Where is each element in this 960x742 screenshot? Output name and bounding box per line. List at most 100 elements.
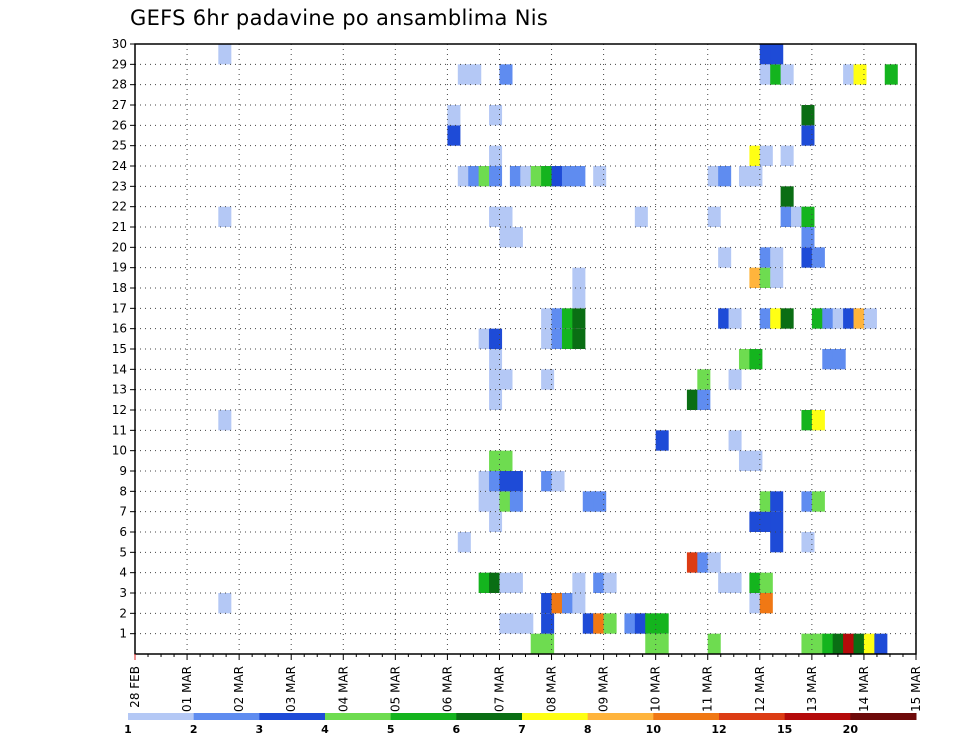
heatmap-cell [218,206,232,227]
heatmap-cell [478,491,492,512]
heatmap-cell [832,308,846,329]
colorbar-segment [587,713,654,720]
heatmap-cell [811,410,825,431]
y-tick-label: 15 [112,342,127,356]
y-tick-label: 21 [112,220,127,234]
heatmap-cell [541,166,555,187]
heatmap-cell [874,633,888,654]
heatmap-cell [489,369,503,390]
heatmap-cell [811,308,825,329]
y-tick-label: 7 [119,505,127,519]
heatmap-cell [634,206,648,227]
heatmap-cell [801,206,815,227]
heatmap-cell [801,633,815,654]
colorbar-segment [784,713,851,720]
heatmap-cell [843,633,857,654]
heatmap-cell [863,308,877,329]
heatmap-cell [853,308,867,329]
heatmap-cell [551,328,565,349]
heatmap-cell [749,145,763,166]
x-tick-label: 08 MAR [545,666,559,712]
heatmap-cell [843,308,857,329]
heatmap-cell [759,44,773,65]
heatmap-cell [780,145,794,166]
heatmap-cell [801,227,815,248]
heatmap-cell [801,532,815,553]
y-tick-label: 4 [119,566,127,580]
heatmap-cell [749,450,763,471]
heatmap-cell [780,186,794,207]
y-tick-label: 3 [119,586,127,600]
y-tick-label: 24 [112,159,127,173]
heatmap-cell [749,593,763,614]
x-tick-label: 14 MAR [857,666,871,712]
colorbar-segment [128,713,195,720]
colorbar-segment [193,713,260,720]
heatmap-cell [791,206,805,227]
heatmap-cell [489,450,503,471]
y-tick-label: 10 [112,444,127,458]
heatmap-cell [738,450,752,471]
colorbar-segment [456,713,523,720]
colorbar-label: 12 [711,723,726,736]
x-tick-label: 12 MAR [753,666,767,712]
heatmap-cell [832,633,846,654]
heatmap-cell [655,633,669,654]
heatmap-cell [686,552,700,573]
heatmap-cell [489,471,503,492]
heatmap-cell [749,349,763,370]
heatmap-cell [572,572,586,593]
y-tick-label: 28 [112,78,127,92]
heatmap-cell [509,227,523,248]
x-tick-label: 10 MAR [649,666,663,712]
heatmap-cell [634,613,648,634]
heatmap-cell [489,328,503,349]
heatmap-cell [707,633,721,654]
heatmap-cell [770,267,784,288]
colorbar-label: 4 [321,723,329,736]
heatmap-cell [770,64,784,85]
heatmap-cell [561,328,575,349]
heatmap-cell [770,308,784,329]
heatmap-cell [853,633,867,654]
heatmap-cell [707,206,721,227]
heatmap-cell [801,105,815,126]
x-tick-label: 28 FEB [128,666,142,708]
heatmap-cell [541,369,555,390]
heatmap-cell [718,166,732,187]
x-tick-label: 03 MAR [284,666,298,712]
heatmap-cell [489,349,503,370]
x-tick-label: 06 MAR [440,666,454,712]
heatmap-cell [697,369,711,390]
heatmap-cell [572,267,586,288]
heatmap-cell [822,308,836,329]
heatmap-cell [489,572,503,593]
heatmap-cell [499,227,513,248]
heatmap-cell [770,491,784,512]
heatmap-cell [718,247,732,268]
heatmap-cell [520,166,534,187]
y-tick-label: 11 [112,423,127,437]
heatmap-cell [489,206,503,227]
heatmap-cell [759,247,773,268]
heatmap-cell [572,166,586,187]
x-tick-label: 11 MAR [701,666,715,712]
heatmap-cell [832,349,846,370]
heatmap-cell [593,166,607,187]
heatmap-cell [499,572,513,593]
heatmap-cell [770,511,784,532]
heatmap-cell [593,572,607,593]
x-tick-label: 15 MAR [909,666,923,712]
heatmap-cell [489,166,503,187]
heatmap-cell [447,105,461,126]
heatmap-cell [457,64,471,85]
heatmap-cell [561,593,575,614]
heatmap-cell [707,552,721,573]
y-tick-label: 1 [119,627,127,641]
x-tick-label: 07 MAR [492,666,506,712]
heatmap-cell [697,552,711,573]
heatmap-cell [822,349,836,370]
x-tick-label: 04 MAR [336,666,350,712]
y-tick-label: 8 [119,484,127,498]
y-tick-label: 12 [112,403,127,417]
